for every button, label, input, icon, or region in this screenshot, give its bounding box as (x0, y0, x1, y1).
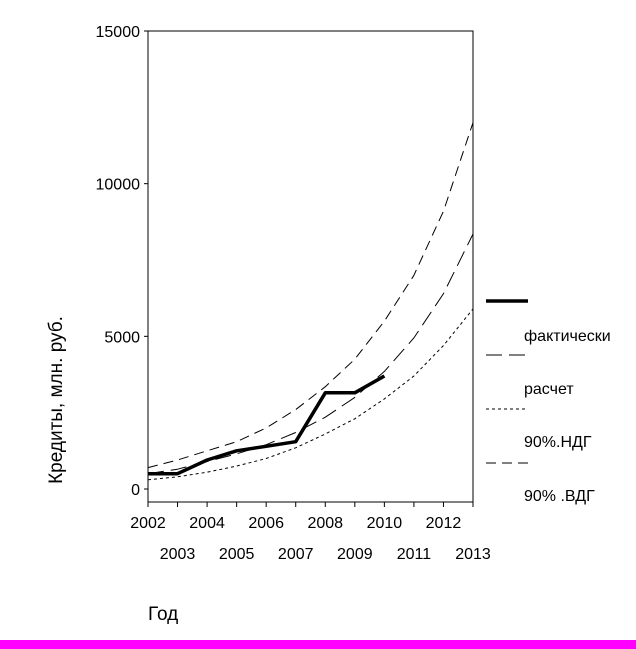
x-tick-label: 2004 (189, 515, 225, 532)
bottom-bar (0, 640, 636, 649)
legend-label: 90% .ВДГ (524, 488, 595, 505)
legend-label: расчет (524, 381, 574, 398)
x-axis-title: Год (148, 604, 178, 625)
x-tick-label: 2013 (455, 546, 491, 563)
y-tick-label: 5000 (104, 329, 140, 346)
x-tick-label: 2006 (248, 515, 284, 532)
y-axis-title: Кредиты, млн. руб. (46, 316, 67, 484)
y-tick-label: 10000 (96, 177, 141, 194)
x-tick-label: 2007 (278, 546, 314, 563)
x-tick-label: 2002 (130, 515, 166, 532)
series-line-1 (147, 233, 474, 475)
x-tick-label: 2011 (397, 546, 432, 563)
plot-frame (147, 30, 474, 503)
series-line-2 (147, 308, 474, 481)
x-tick-label: 2012 (426, 515, 462, 532)
series-line-3 (147, 122, 474, 469)
y-tick-label: 15000 (96, 24, 141, 41)
x-tick-label: 2009 (337, 546, 373, 563)
legend-label: фактически (524, 328, 611, 345)
series-line-0 (148, 374, 386, 476)
x-tick-label: 2005 (219, 546, 255, 563)
y-tick-label: 0 (131, 482, 140, 499)
x-tick-label: 2010 (367, 515, 403, 532)
x-tick-label: 2003 (160, 546, 196, 563)
legend-label: 90%.НДГ (524, 434, 592, 451)
x-tick-label: 2008 (307, 515, 343, 532)
